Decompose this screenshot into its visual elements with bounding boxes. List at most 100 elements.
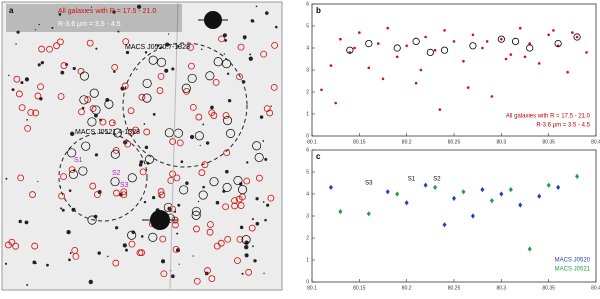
selected-marker [198, 190, 208, 200]
galaxy-marker [260, 50, 267, 58]
galaxy-marker [248, 224, 256, 232]
point [334, 101, 337, 105]
galaxy-marker [143, 128, 151, 136]
galaxy-marker [270, 83, 278, 91]
galaxy-marker [13, 75, 21, 83]
point [328, 184, 333, 190]
galaxy-marker [136, 249, 144, 257]
galaxy-marker [213, 242, 221, 250]
sky-dot [114, 226, 119, 230]
sky-dot [250, 19, 255, 23]
point [509, 53, 513, 56]
point [395, 55, 399, 59]
sky-dot [222, 189, 226, 193]
selected-marker [179, 185, 189, 195]
y-tick-label: 4 [306, 45, 309, 51]
galaxy-marker [93, 191, 101, 198]
selected-marker [89, 88, 99, 98]
y-tick-label: 2 [306, 89, 309, 95]
sky-dot [251, 218, 254, 221]
galaxy-marker [113, 189, 120, 197]
point [381, 77, 385, 81]
sky-dot [8, 74, 10, 77]
galaxy-marker [53, 42, 60, 50]
sky-dot [144, 51, 148, 54]
sky-dot [244, 253, 249, 258]
point [571, 31, 574, 34]
sky-dot [138, 163, 143, 167]
point [490, 95, 494, 98]
selected-marker [194, 131, 204, 141]
point [376, 42, 380, 45]
sky-dot [20, 81, 24, 85]
sky-dot [205, 141, 210, 145]
y-tick-label: 1 [306, 257, 309, 263]
sky-dot [90, 6, 93, 8]
point [556, 184, 561, 190]
sky-dot [5, 177, 8, 180]
point [518, 26, 522, 30]
galaxy-marker [172, 245, 180, 253]
galaxy-marker [245, 268, 253, 276]
galaxy-marker [72, 252, 80, 260]
galaxy-marker [120, 188, 128, 196]
selected-marker [252, 141, 262, 151]
sky-dot [202, 123, 205, 126]
sky-dot [58, 12, 62, 16]
sky-dot [192, 255, 194, 257]
galaxy-marker [78, 108, 85, 116]
galaxy-marker [46, 45, 53, 53]
sky-dot [61, 208, 65, 212]
sky-dot [69, 252, 72, 254]
sky-dot [164, 68, 169, 73]
sky-dot [255, 197, 259, 201]
point [461, 189, 466, 195]
x-tick-label: 80.25 [448, 139, 461, 145]
point [481, 46, 484, 50]
point [395, 191, 400, 197]
galaxy-marker [12, 242, 19, 250]
sky-dot [224, 38, 228, 42]
y-tick-label: 4 [306, 191, 309, 197]
sky-dot [152, 196, 156, 200]
galaxy-marker [204, 267, 211, 274]
panel-letter: b [316, 6, 321, 15]
selected-marker [148, 232, 158, 242]
selected-marker [191, 206, 201, 216]
galaxy-marker [222, 203, 229, 211]
point [329, 64, 333, 67]
point [566, 70, 569, 74]
sky-dot [46, 263, 49, 267]
x-tick-label: 80.15 [353, 139, 366, 145]
sky-dot [16, 30, 20, 34]
galaxy-marker [224, 235, 232, 243]
sky-dot [249, 53, 252, 56]
galaxy-marker [195, 113, 203, 121]
galaxy-marker [157, 72, 165, 80]
sky-dot [241, 272, 244, 275]
sky-dot [72, 66, 76, 71]
cluster-label: MACS J0521.4-1328 [75, 129, 140, 136]
selected-marker [191, 210, 201, 220]
sky-dot [266, 203, 270, 207]
x-tick-label: 80.1 [307, 139, 317, 145]
galaxy-marker [189, 103, 197, 111]
sky-dot [259, 115, 264, 119]
selected-marker [78, 166, 88, 176]
selected-marker [222, 182, 232, 192]
point [500, 37, 503, 41]
galaxy-marker [77, 67, 85, 75]
point [338, 209, 343, 215]
sky-dot [18, 219, 22, 224]
point [537, 193, 542, 199]
galaxy-marker [267, 194, 275, 202]
sky-dot [26, 119, 28, 121]
source-label: S1 [74, 157, 83, 164]
galaxy-marker [243, 177, 251, 185]
sky-dot [222, 33, 227, 38]
selected-marker [81, 141, 91, 151]
sky-dot [95, 47, 98, 50]
galaxy-marker [158, 191, 166, 199]
cluster-label: MACS J0520.7-1328 [125, 44, 190, 51]
galaxy-marker [222, 112, 230, 119]
